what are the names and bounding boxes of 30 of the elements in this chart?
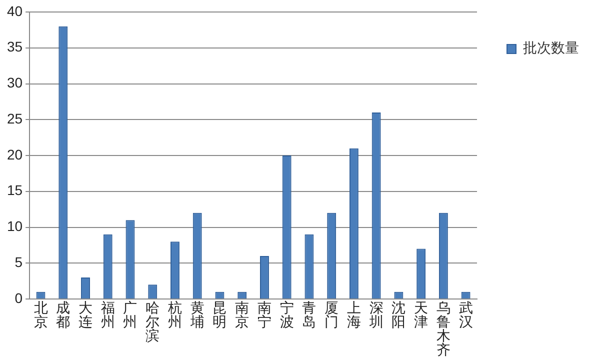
x-tick-label: 乌鲁木齐 [436,300,450,359]
x-tick-label: 北京 [34,300,48,331]
y-tick-label: 5 [14,254,23,270]
y-tick-label: 20 [6,146,23,162]
y-tick-label: 15 [6,182,23,198]
y-tick-label: 40 [6,2,23,19]
x-tick-label: 沈阳 [392,300,406,331]
y-tick-label: 10 [6,218,23,234]
x-tick-label: 广州 [123,300,138,331]
x-tick-label: 杭州 [166,300,182,331]
x-tick-label: 大连 [78,300,92,331]
x-tick-label: 深圳 [368,300,384,331]
x-tick-label: 武汉 [458,300,473,331]
x-tick-label: 上海 [346,300,361,331]
x-tick-label: 厦门 [324,300,339,331]
legend-label: 批次数量 [523,40,579,57]
y-tick-label: 0 [14,290,23,306]
y-tick-label: 30 [6,74,23,91]
x-tick-label: 成都 [56,300,70,331]
x-tick-label: 福州 [100,300,115,331]
x-tick-label: 天津 [414,300,428,331]
x-tick-label: 哈尔滨 [146,300,160,345]
x-tick-label: 昆明 [212,300,227,331]
x-tick-label: 黄埔 [189,300,204,331]
x-tick-label: 南京 [235,300,250,331]
x-tick-label: 青岛 [302,300,316,331]
x-tick-label: 南宁 [257,300,272,331]
y-tick-label: 35 [6,38,23,55]
y-tick-label: 25 [6,110,23,126]
x-tick-label: 宁波 [280,300,294,331]
